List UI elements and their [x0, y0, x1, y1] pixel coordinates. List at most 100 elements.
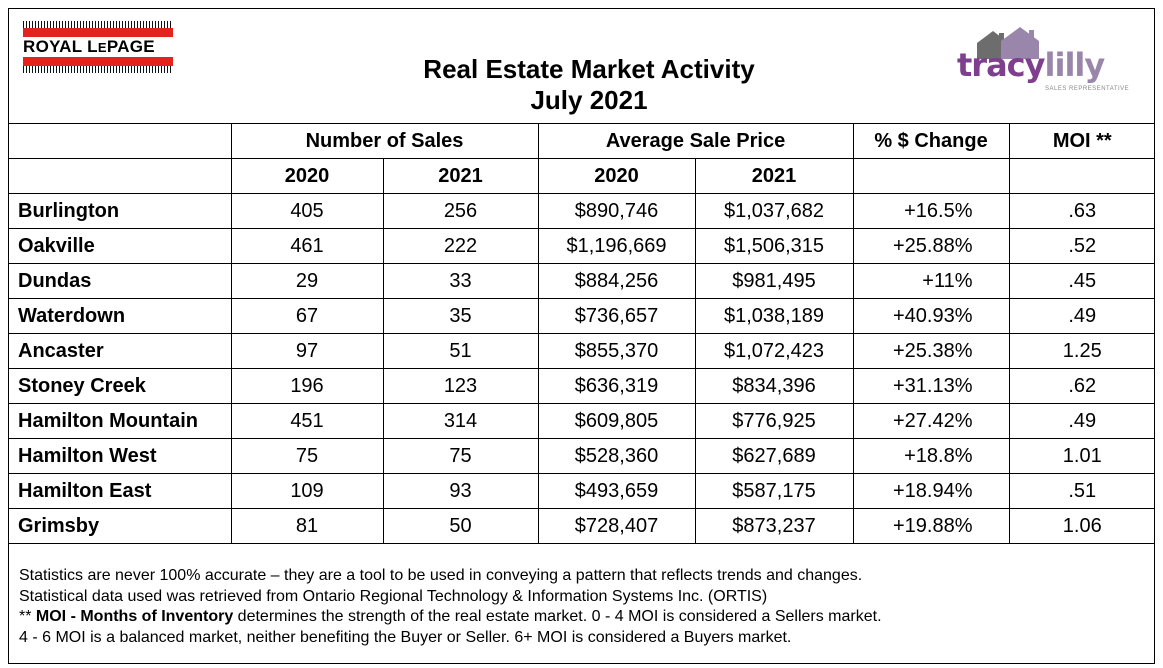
table-row: Ancaster 97 51 $855,370 $1,072,423 +25.38% 1.2… [9, 333, 1156, 369]
sales-2021: 256 [382, 193, 539, 229]
moi-value: .45 [1008, 263, 1156, 299]
houses-icon [977, 27, 1039, 59]
avg-price-2021: $981,495 [694, 263, 854, 299]
footnotes: Statistics are never 100% accurate – the… [19, 566, 1139, 648]
percent-change: +25.88% [852, 228, 1010, 264]
sales-2021: 51 [382, 333, 539, 369]
table-row: Burlington 405 256 $890,746 $1,037,682 +16.5%… [9, 193, 1156, 229]
note-moi-scale: 4 - 6 MOI is a balanced market, neither … [19, 628, 792, 646]
royal-lepage-logo: ROYAL LEPAGE [23, 21, 173, 79]
year-header-row: 2020 2021 2020 2021 [9, 158, 1156, 194]
report-frame: ROYAL LEPAGE Real Estate Market Activity… [8, 8, 1156, 664]
avg-price-2021: $1,037,682 [694, 193, 854, 229]
sales-2020: 97 [230, 333, 384, 369]
avg-price-2021: $776,925 [694, 403, 854, 439]
avg-price-2021: $587,175 [694, 473, 854, 509]
percent-change: +25.38% [852, 333, 1010, 369]
city-name: Ancaster [9, 333, 232, 369]
header-percent-change: % $ Change [852, 123, 1010, 159]
header-sales-2020: 2020 [230, 158, 384, 194]
city-name: Waterdown [9, 298, 232, 334]
city-name: Stoney Creek [9, 368, 232, 404]
percent-change: +19.88% [852, 508, 1010, 544]
title-line-1: Real Estate Market Activity [423, 54, 755, 84]
city-name: Burlington [9, 193, 232, 229]
header-price-2020: 2020 [537, 158, 696, 194]
avg-price-2020: $609,805 [537, 403, 696, 439]
avg-price-2021: $1,506,315 [694, 228, 854, 264]
avg-price-2020: $884,256 [537, 263, 696, 299]
header-sales-2021: 2021 [382, 158, 539, 194]
table-row: Stoney Creek 196 123 $636,319 $834,396 +31.13… [9, 368, 1156, 404]
header-price-2021: 2021 [694, 158, 854, 194]
report-title: Real Estate Market Activity July 2021 [349, 54, 829, 116]
sales-2020: 451 [230, 403, 384, 439]
note-accuracy: Statistics are never 100% accurate – the… [19, 567, 863, 584]
percent-change: +18.8% [852, 438, 1010, 474]
sales-2021: 75 [382, 438, 539, 474]
header-number-of-sales: Number of Sales [230, 123, 539, 159]
table-row: Dundas 29 33 $884,256 $981,495 +11% .45 [9, 263, 1156, 299]
sales-2021: 93 [382, 473, 539, 509]
sales-2021: 35 [382, 298, 539, 334]
sales-2020: 81 [230, 508, 384, 544]
city-name: Hamilton East [9, 473, 232, 509]
moi-value: .49 [1008, 298, 1156, 334]
sales-2021: 50 [382, 508, 539, 544]
city-name: Dundas [9, 263, 232, 299]
group-header-row: Number of Sales Average Sale Price % $ C… [9, 123, 1156, 159]
avg-price-2020: $736,657 [537, 298, 696, 334]
tracy-lilly-logo: tracylilly SALES REPRESENTATIVE [949, 25, 1149, 111]
moi-value: .63 [1008, 193, 1156, 229]
sales-2020: 109 [230, 473, 384, 509]
percent-change: +27.42% [852, 403, 1010, 439]
moi-value: .49 [1008, 403, 1156, 439]
title-line-2: July 2021 [530, 85, 648, 115]
avg-price-2020: $636,319 [537, 368, 696, 404]
sales-2021: 123 [382, 368, 539, 404]
avg-price-2020: $855,370 [537, 333, 696, 369]
sales-2021: 314 [382, 403, 539, 439]
avg-price-2021: $1,072,423 [694, 333, 854, 369]
avg-price-2020: $1,196,669 [537, 228, 696, 264]
moi-value: .62 [1008, 368, 1156, 404]
header-average-sale-price: Average Sale Price [537, 123, 854, 159]
note-moi-definition: ** MOI - Months of Inventory determines … [19, 608, 882, 625]
percent-change: +40.93% [852, 298, 1010, 334]
header-moi: MOI ** [1008, 123, 1156, 159]
table-row: Hamilton West 75 75 $528,360 $627,689 +18.8% 1… [9, 438, 1156, 474]
avg-price-2021: $1,038,189 [694, 298, 854, 334]
market-activity-table: Number of Sales Average Sale Price % $ C… [9, 123, 1156, 544]
city-name: Grimsby [9, 508, 232, 544]
table-row: Hamilton Mountain 451 314 $609,805 $776,925 +… [9, 403, 1156, 439]
city-name: Oakville [9, 228, 232, 264]
sales-2021: 33 [382, 263, 539, 299]
sales-2020: 461 [230, 228, 384, 264]
report-header: ROYAL LEPAGE Real Estate Market Activity… [9, 9, 1154, 123]
table-row: Grimsby 81 50 $728,407 $873,237 +19.88% 1.06 [9, 508, 1156, 544]
sales-2020: 29 [230, 263, 384, 299]
table-row: Waterdown 67 35 $736,657 $1,038,189 +40.93% .4… [9, 298, 1156, 334]
sales-2020: 67 [230, 298, 384, 334]
table-row: Hamilton East 109 93 $493,659 $587,175 +18.94… [9, 473, 1156, 509]
city-name: Hamilton Mountain [9, 403, 232, 439]
avg-price-2021: $873,237 [694, 508, 854, 544]
avg-price-2020: $528,360 [537, 438, 696, 474]
percent-change: +18.94% [852, 473, 1010, 509]
avg-price-2020: $728,407 [537, 508, 696, 544]
avg-price-2020: $890,746 [537, 193, 696, 229]
moi-value: .51 [1008, 473, 1156, 509]
table-body: Number of Sales Average Sale Price % $ C… [9, 123, 1156, 544]
moi-value: .52 [1008, 228, 1156, 264]
sales-2021: 222 [382, 228, 539, 264]
note-source: Statistical data used was retrieved from… [19, 587, 768, 605]
avg-price-2021: $834,396 [694, 368, 854, 404]
percent-change: +16.5% [852, 193, 1010, 229]
sales-2020: 405 [230, 193, 384, 229]
avg-price-2020: $493,659 [537, 473, 696, 509]
moi-value: 1.06 [1008, 508, 1156, 544]
avg-price-2021: $627,689 [694, 438, 854, 474]
sales-2020: 75 [230, 438, 384, 474]
percent-change: +31.13% [852, 368, 1010, 404]
moi-value: 1.01 [1008, 438, 1156, 474]
